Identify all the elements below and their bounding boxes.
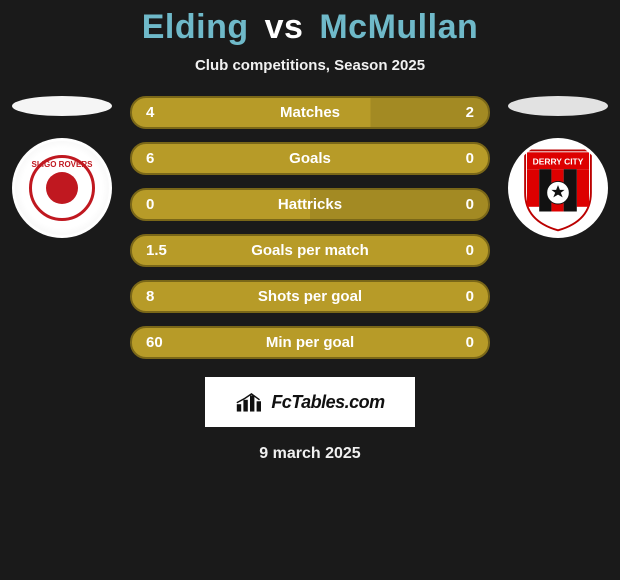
svg-text:DERRY CITY: DERRY CITY [533, 157, 584, 167]
stat-label: Hattricks [196, 196, 424, 213]
right-club-crest: DERRY CITY [508, 138, 608, 238]
stat-label: Matches [196, 104, 424, 121]
right-side: DERRY CITY [498, 96, 618, 238]
left-club-crest: SLIGO ROVERS [12, 138, 112, 238]
stat-left-value: 6 [146, 150, 196, 167]
page-title: Elding vs McMullan [142, 8, 479, 47]
comparison-card: Elding vs McMullan Club competitions, Se… [0, 0, 620, 463]
stat-label: Goals [196, 150, 424, 167]
stat-right-value: 0 [424, 242, 474, 259]
watermark-badge: FcTables.com [205, 377, 415, 427]
stat-row: 0Hattricks0 [130, 188, 490, 221]
shield-icon: DERRY CITY [511, 141, 605, 235]
vs-separator: vs [265, 8, 304, 46]
main-row: SLIGO ROVERS 4Matches26Goals00Hattricks0… [0, 96, 620, 359]
player2-name: McMullan [319, 8, 478, 46]
player1-name: Elding [142, 8, 249, 46]
stat-label: Shots per goal [196, 288, 424, 305]
stat-label: Min per goal [196, 334, 424, 351]
stat-right-value: 0 [424, 288, 474, 305]
stat-right-value: 0 [424, 196, 474, 213]
stat-label: Goals per match [196, 242, 424, 259]
stats-column: 4Matches26Goals00Hattricks01.5Goals per … [130, 96, 490, 359]
left-player-pill [12, 96, 112, 116]
stat-left-value: 0 [146, 196, 196, 213]
stat-row: 1.5Goals per match0 [130, 234, 490, 267]
stat-right-value: 0 [424, 334, 474, 351]
stat-left-value: 8 [146, 288, 196, 305]
bar-chart-icon [235, 391, 265, 413]
comparison-date: 9 march 2025 [259, 445, 360, 463]
stat-row: 60Min per goal0 [130, 326, 490, 359]
stat-right-value: 0 [424, 150, 474, 167]
stat-left-value: 60 [146, 334, 196, 351]
stat-row: 4Matches2 [130, 96, 490, 129]
stat-left-value: 1.5 [146, 242, 196, 259]
subtitle: Club competitions, Season 2025 [195, 57, 425, 74]
watermark-text: FcTables.com [271, 392, 384, 413]
left-side: SLIGO ROVERS [2, 96, 122, 238]
stat-row: 6Goals0 [130, 142, 490, 175]
left-club-label: SLIGO ROVERS [32, 161, 93, 170]
stat-left-value: 4 [146, 104, 196, 121]
right-player-pill [508, 96, 608, 116]
stat-row: 8Shots per goal0 [130, 280, 490, 313]
stat-right-value: 2 [424, 104, 474, 121]
